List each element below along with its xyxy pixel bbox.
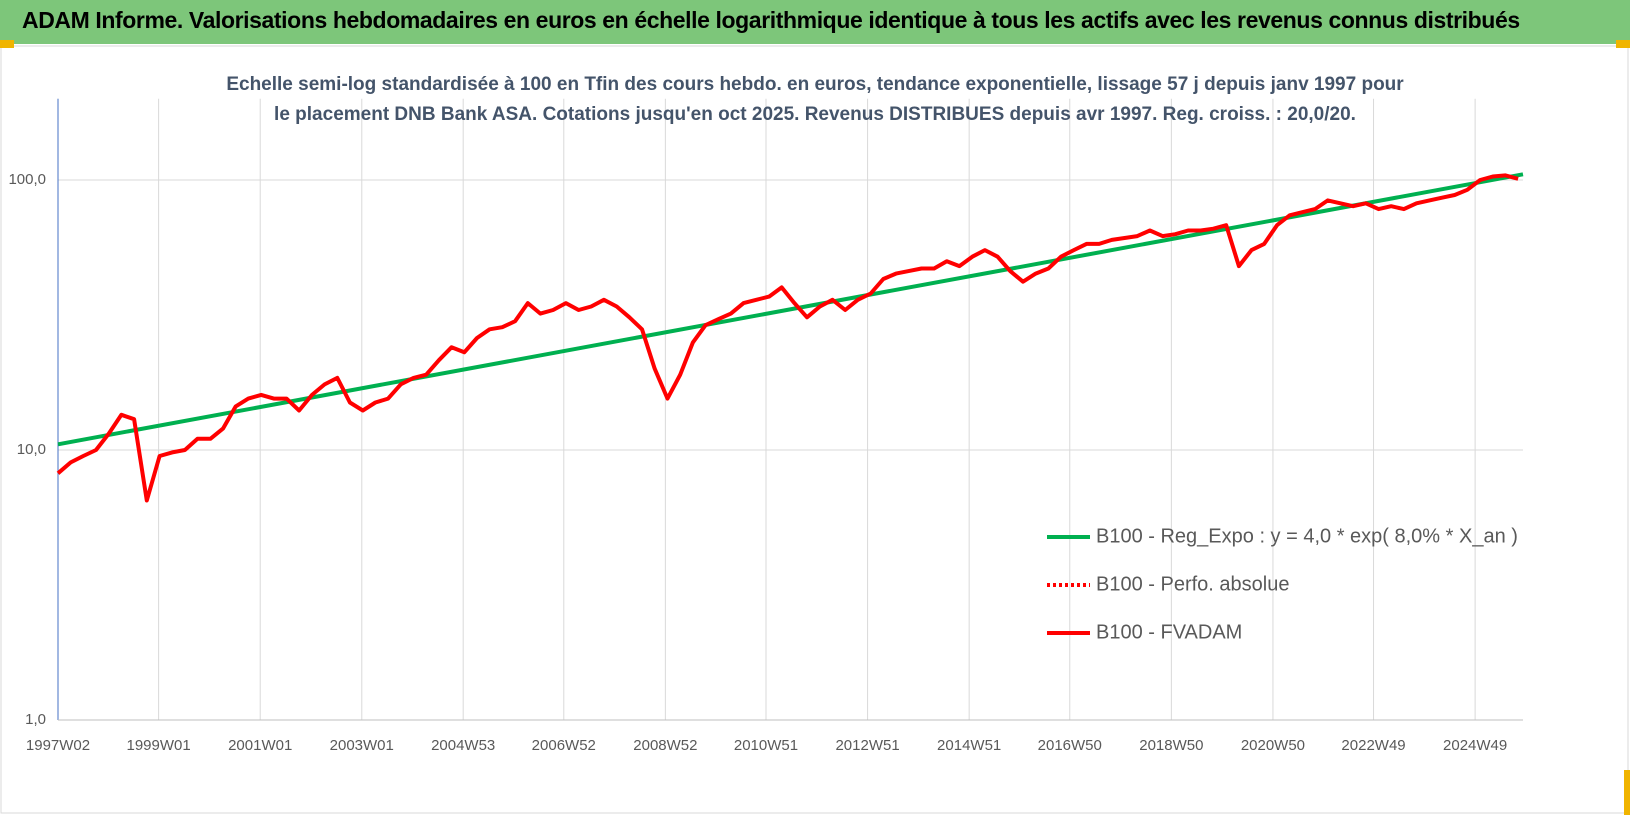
corner-mark bbox=[1616, 40, 1630, 48]
corner-mark bbox=[0, 40, 14, 48]
data-line bbox=[57, 172, 1524, 447]
x-tick-label: 2020W50 bbox=[1241, 737, 1305, 754]
x-tick-label: 2012W51 bbox=[835, 737, 899, 754]
data-line bbox=[56, 173, 1519, 503]
y-tick-label: 1,0 bbox=[25, 711, 46, 728]
x-tick-label: 2001W01 bbox=[228, 737, 292, 754]
y-tick-label: 10,0 bbox=[17, 441, 46, 458]
corner-mark bbox=[1624, 770, 1630, 815]
chart-title: ADAM Informe. Valorisations hebdomadaire… bbox=[22, 7, 1520, 33]
x-tick-label: 2004W53 bbox=[431, 737, 495, 754]
x-tick-label: 2014W51 bbox=[937, 737, 1001, 754]
header-bar: ADAM Informe. Valorisations hebdomadaire… bbox=[0, 0, 1630, 44]
x-tick-label: 2024W49 bbox=[1443, 737, 1507, 754]
x-tick-label: 2016W50 bbox=[1038, 737, 1102, 754]
x-tick-label: 1997W02 bbox=[26, 737, 90, 754]
x-tick-label: 2006W52 bbox=[532, 737, 596, 754]
x-tick-label: 1999W01 bbox=[127, 737, 191, 754]
chart-subtitle: Echelle semi-log standardisée à 100 en T… bbox=[226, 74, 1404, 125]
legend-label: B100 - Reg_Expo : y = 4,0 * exp( 8,0% * … bbox=[1096, 525, 1518, 547]
x-tick-label: 2008W52 bbox=[633, 737, 697, 754]
x-tick-label: 2022W49 bbox=[1341, 737, 1405, 754]
x-tick-label: 2010W51 bbox=[734, 737, 798, 754]
chart-frame bbox=[0, 45, 1629, 814]
y-tick-label: 100,0 bbox=[8, 171, 46, 188]
x-tick-label: 2018W50 bbox=[1139, 737, 1203, 754]
legend-label: B100 - Perfo. absolue bbox=[1096, 573, 1289, 595]
legend-label: B100 - FVADAM bbox=[1096, 621, 1242, 643]
x-tick-label: 2003W01 bbox=[330, 737, 394, 754]
